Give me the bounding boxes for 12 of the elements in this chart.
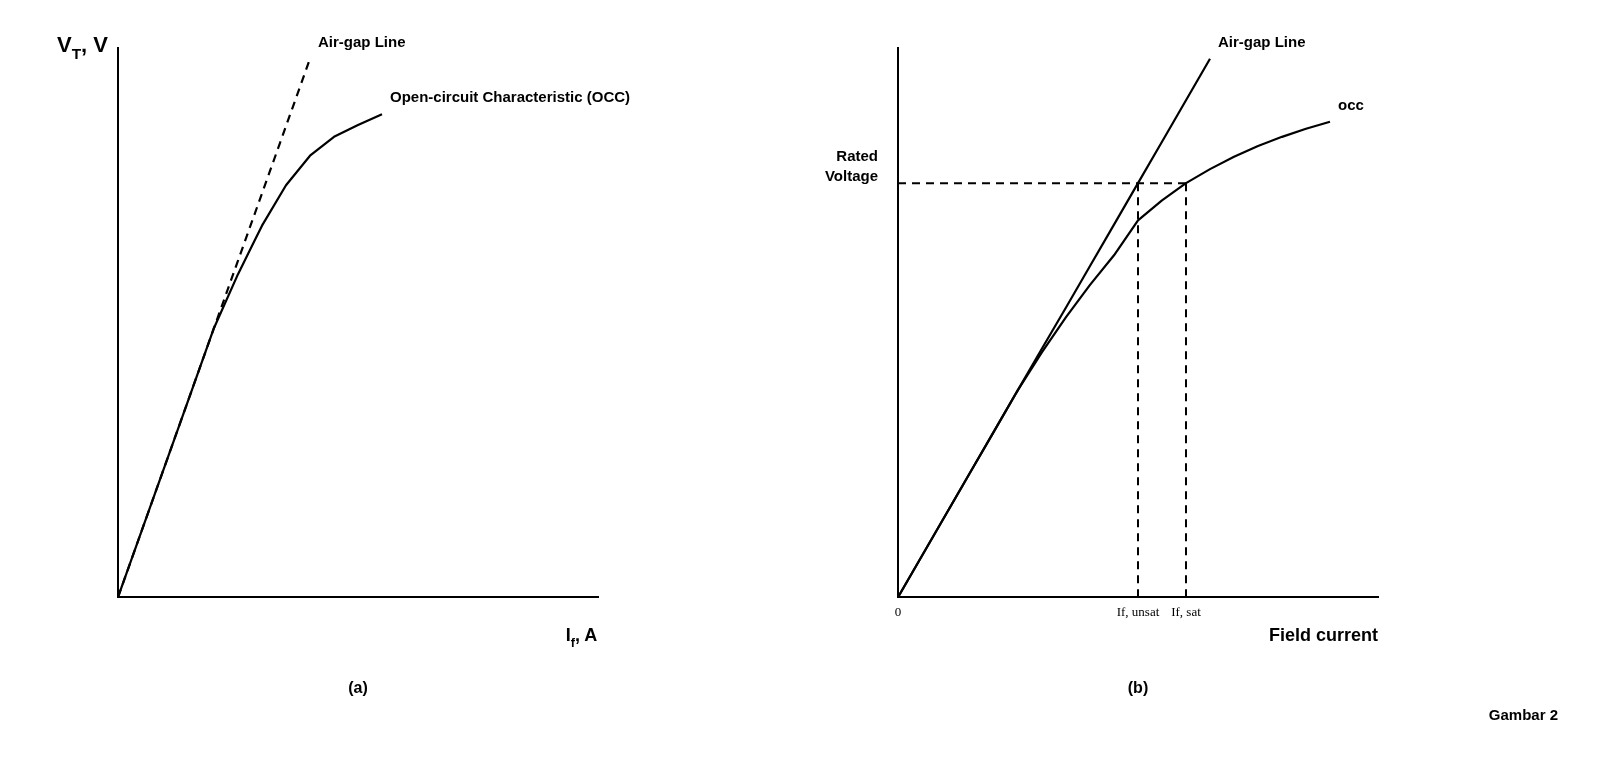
text: Gambar 2 bbox=[1487, 706, 1559, 723]
x-tick-label: If, unsat bbox=[1116, 604, 1160, 620]
series-label: Open-circuit Characteristic (OCC) bbox=[390, 88, 631, 106]
text: (b) bbox=[1127, 678, 1149, 696]
x-tick-label: If, sat bbox=[1171, 604, 1202, 620]
x-tick-label: 0 bbox=[894, 604, 902, 620]
series-label: Air-gap Line bbox=[318, 32, 406, 50]
text: (a) bbox=[348, 678, 368, 696]
ref-line-label: Rated Voltage bbox=[824, 147, 879, 185]
series-label: occ bbox=[1338, 95, 1364, 113]
series-label: Air-gap Line bbox=[1218, 32, 1306, 50]
x-axis-title: Field current bbox=[1268, 625, 1379, 646]
